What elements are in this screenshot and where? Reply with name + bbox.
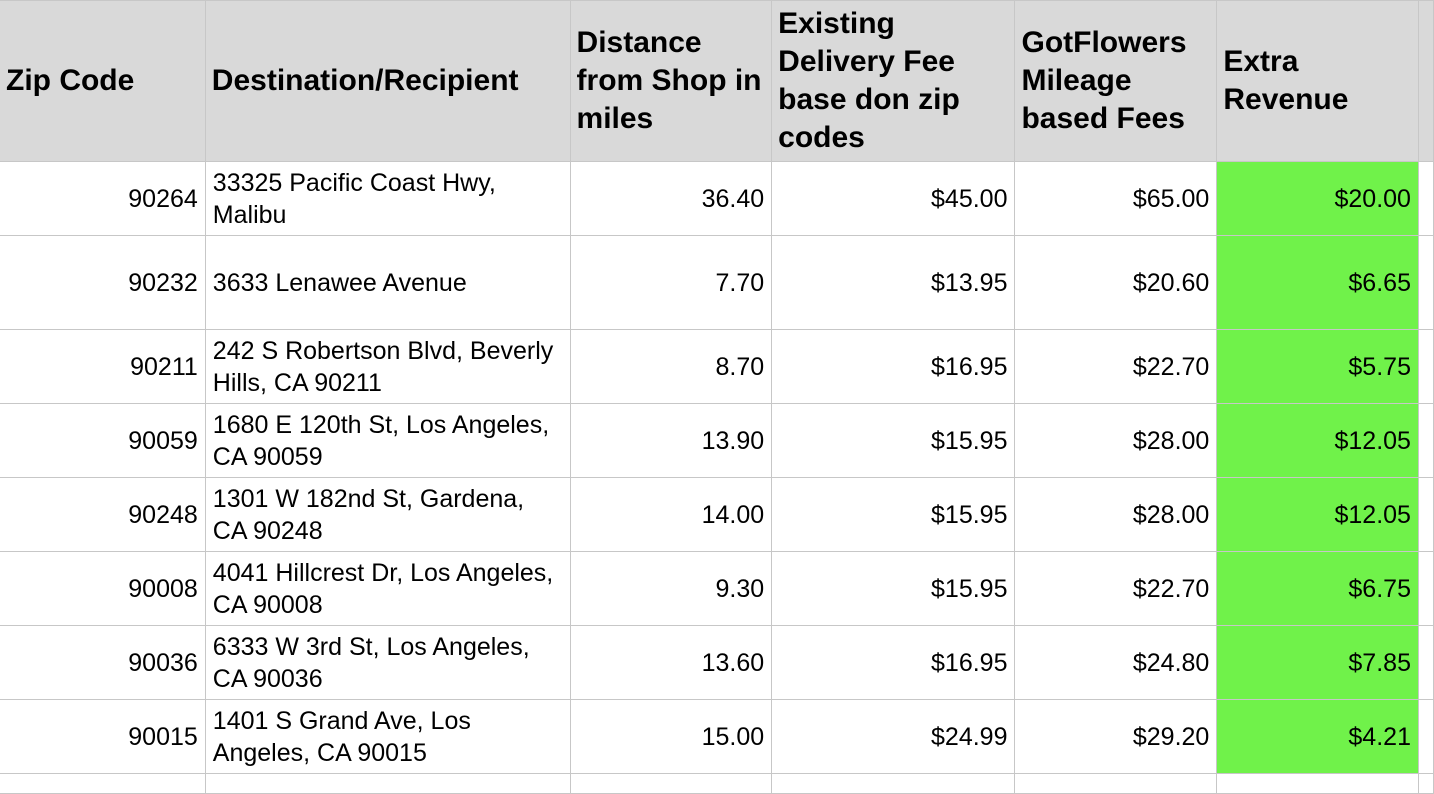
mileage-fee-cell[interactable]: $29.20	[1014, 699, 1218, 774]
table-row: 90008 4041 Hillcrest Dr, Los Angeles, CA …	[0, 551, 1434, 626]
empty-cell[interactable]	[1417, 403, 1434, 478]
empty-cell[interactable]	[1417, 699, 1434, 774]
extra-revenue-cell[interactable]: $4.21	[1216, 699, 1419, 774]
distance-cell[interactable]: 36.40	[569, 161, 773, 236]
zip-cell[interactable]: 90248	[0, 477, 206, 552]
distance-cell[interactable]: 14.00	[569, 477, 773, 552]
zip-cell[interactable]: 90036	[0, 625, 206, 700]
table-row: 90248 1301 W 182nd St, Gardena, CA 90248 1…	[0, 477, 1434, 552]
destination-cell[interactable]: 1401 S Grand Ave, Los Angeles, CA 90015	[204, 699, 571, 774]
empty-cell[interactable]	[1417, 477, 1434, 552]
column-header-mileage-fee[interactable]: GotFlowers Mileage based Fees	[1014, 0, 1218, 162]
empty-cell[interactable]	[0, 773, 206, 794]
extra-revenue-cell[interactable]: $6.65	[1216, 235, 1419, 330]
empty-cell[interactable]	[1417, 625, 1434, 700]
table-row	[0, 773, 1434, 794]
distance-cell[interactable]: 8.70	[569, 329, 773, 404]
mileage-fee-cell[interactable]: $28.00	[1014, 477, 1218, 552]
mileage-fee-cell[interactable]: $28.00	[1014, 403, 1218, 478]
mileage-fee-cell[interactable]: $22.70	[1014, 329, 1218, 404]
existing-fee-cell[interactable]: $15.95	[771, 551, 1016, 626]
destination-cell[interactable]: 33325 Pacific Coast Hwy, Malibu	[204, 161, 571, 236]
existing-fee-cell[interactable]: $24.99	[771, 699, 1016, 774]
empty-cell[interactable]	[1417, 235, 1434, 330]
column-header-destination[interactable]: Destination/Recipient	[204, 0, 571, 162]
distance-cell[interactable]: 13.60	[569, 625, 773, 700]
destination-cell[interactable]: 1680 E 120th St, Los Angeles, CA 90059	[204, 403, 571, 478]
destination-cell[interactable]: 6333 W 3rd St, Los Angeles, CA 90036	[204, 625, 571, 700]
destination-cell[interactable]: 1301 W 182nd St, Gardena, CA 90248	[204, 477, 571, 552]
existing-fee-cell[interactable]: $16.95	[771, 329, 1016, 404]
zip-cell[interactable]: 90015	[0, 699, 206, 774]
column-header-extra-revenue[interactable]: Extra Revenue	[1216, 0, 1419, 162]
empty-cell[interactable]	[1417, 773, 1434, 794]
mileage-fee-cell[interactable]: $22.70	[1014, 551, 1218, 626]
extra-revenue-cell[interactable]: $6.75	[1216, 551, 1419, 626]
existing-fee-cell[interactable]: $16.95	[771, 625, 1016, 700]
extra-revenue-cell[interactable]: $12.05	[1216, 477, 1419, 552]
table-row: 90059 1680 E 120th St, Los Angeles, CA 90…	[0, 403, 1434, 478]
extra-revenue-cell[interactable]: $20.00	[1216, 161, 1419, 236]
empty-cell[interactable]	[1014, 773, 1218, 794]
destination-cell[interactable]: 3633 Lenawee Avenue	[204, 235, 571, 330]
zip-cell[interactable]: 90232	[0, 235, 206, 330]
mileage-fee-cell[interactable]: $65.00	[1014, 161, 1218, 236]
distance-cell[interactable]: 7.70	[569, 235, 773, 330]
existing-fee-cell[interactable]: $13.95	[771, 235, 1016, 330]
extra-revenue-cell[interactable]: $12.05	[1216, 403, 1419, 478]
zip-cell[interactable]: 90264	[0, 161, 206, 236]
distance-cell[interactable]: 9.30	[569, 551, 773, 626]
extra-revenue-cell[interactable]: $5.75	[1216, 329, 1419, 404]
zip-cell[interactable]: 90059	[0, 403, 206, 478]
distance-cell[interactable]: 15.00	[569, 699, 773, 774]
table-row: 90211 242 S Robertson Blvd, Beverly Hills…	[0, 329, 1434, 404]
column-header-next[interactable]	[1417, 0, 1434, 162]
zip-cell[interactable]: 90211	[0, 329, 206, 404]
column-header-existing-fee[interactable]: Existing Delivery Fee base don zip codes	[771, 0, 1016, 162]
distance-cell[interactable]: 13.90	[569, 403, 773, 478]
existing-fee-cell[interactable]: $15.95	[771, 477, 1016, 552]
empty-cell[interactable]	[204, 773, 571, 794]
table-row: 90036 6333 W 3rd St, Los Angeles, CA 9003…	[0, 625, 1434, 700]
existing-fee-cell[interactable]: $45.00	[771, 161, 1016, 236]
table-row: 90232 3633 Lenawee Avenue 7.70 $13.95 $20.60…	[0, 235, 1434, 330]
column-header-distance[interactable]: Distance from Shop in miles	[569, 0, 773, 162]
mileage-fee-cell[interactable]: $24.80	[1014, 625, 1218, 700]
empty-cell[interactable]	[1417, 161, 1434, 236]
header-row: Zip Code Destination/Recipient Distance …	[0, 0, 1434, 162]
mileage-fee-cell[interactable]: $20.60	[1014, 235, 1218, 330]
column-header-zip-code[interactable]: Zip Code	[0, 0, 206, 162]
empty-cell[interactable]	[1417, 329, 1434, 404]
zip-cell[interactable]: 90008	[0, 551, 206, 626]
destination-cell[interactable]: 4041 Hillcrest Dr, Los Angeles, CA 90008	[204, 551, 571, 626]
existing-fee-cell[interactable]: $15.95	[771, 403, 1016, 478]
extra-revenue-cell[interactable]: $7.85	[1216, 625, 1419, 700]
empty-cell[interactable]	[1417, 551, 1434, 626]
table-row: 90264 33325 Pacific Coast Hwy, Malibu 36.4…	[0, 161, 1434, 236]
empty-cell[interactable]	[569, 773, 773, 794]
destination-cell[interactable]: 242 S Robertson Blvd, Beverly Hills, CA …	[204, 329, 571, 404]
empty-cell[interactable]	[1216, 773, 1419, 794]
empty-cell[interactable]	[771, 773, 1016, 794]
table-row: 90015 1401 S Grand Ave, Los Angeles, CA 9…	[0, 699, 1434, 774]
